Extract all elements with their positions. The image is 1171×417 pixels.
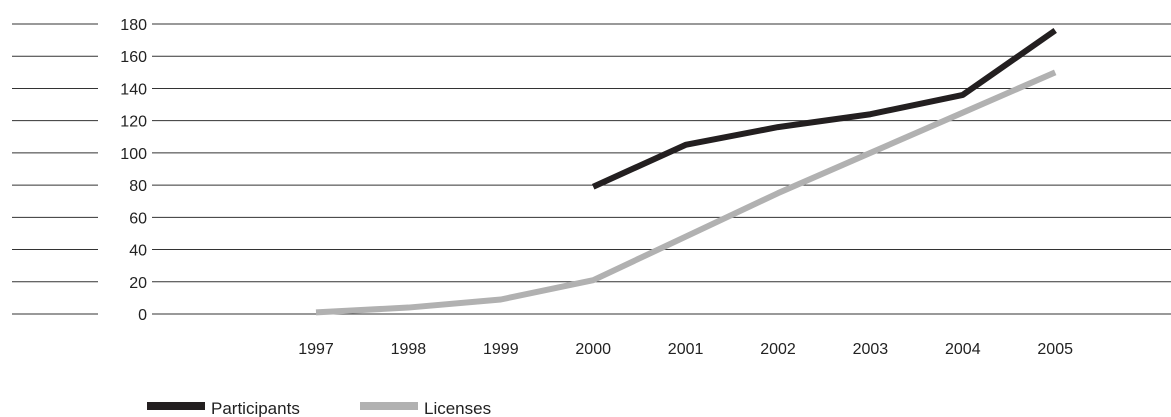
y-tick-label: 160 [120,49,147,66]
x-tick-label: 1998 [391,341,427,358]
y-tick-label: 80 [129,178,147,195]
x-tick-label: 2002 [760,341,796,358]
x-tick-label: 1997 [298,341,334,358]
legend: Participants Licenses [147,399,491,417]
y-tick-label: 140 [120,81,147,98]
y-tick-label: 120 [120,114,147,131]
series-line-licenses [315,69,1057,316]
x-tick-label: 2000 [575,341,611,358]
x-tick-label: 2005 [1037,341,1073,358]
y-axis-ticks: 0 20 40 60 80 100 120 140 160 180 [120,17,147,324]
y-tick-label: 100 [120,146,147,163]
series-line-participants [591,27,1057,190]
x-tick-label: 1999 [483,341,519,358]
y-tick-label: 20 [129,275,147,292]
x-axis-ticks: 1997 1998 1999 2000 2001 2002 2003 2004 2005 [298,341,1073,358]
y-tick-label: 180 [120,17,147,34]
series-lines [315,27,1057,316]
x-tick-label: 2004 [945,341,981,358]
x-tick-label: 2003 [853,341,889,358]
legend-swatch-licenses [360,402,418,410]
y-tick-label: 0 [138,307,147,324]
y-tick-label: 40 [129,243,147,260]
y-tick-label: 60 [129,210,147,227]
x-tick-label: 2001 [668,341,704,358]
legend-label-participants: Participants [211,399,300,417]
legend-label-licenses: Licenses [424,399,491,417]
legend-swatch-participants [147,402,205,410]
